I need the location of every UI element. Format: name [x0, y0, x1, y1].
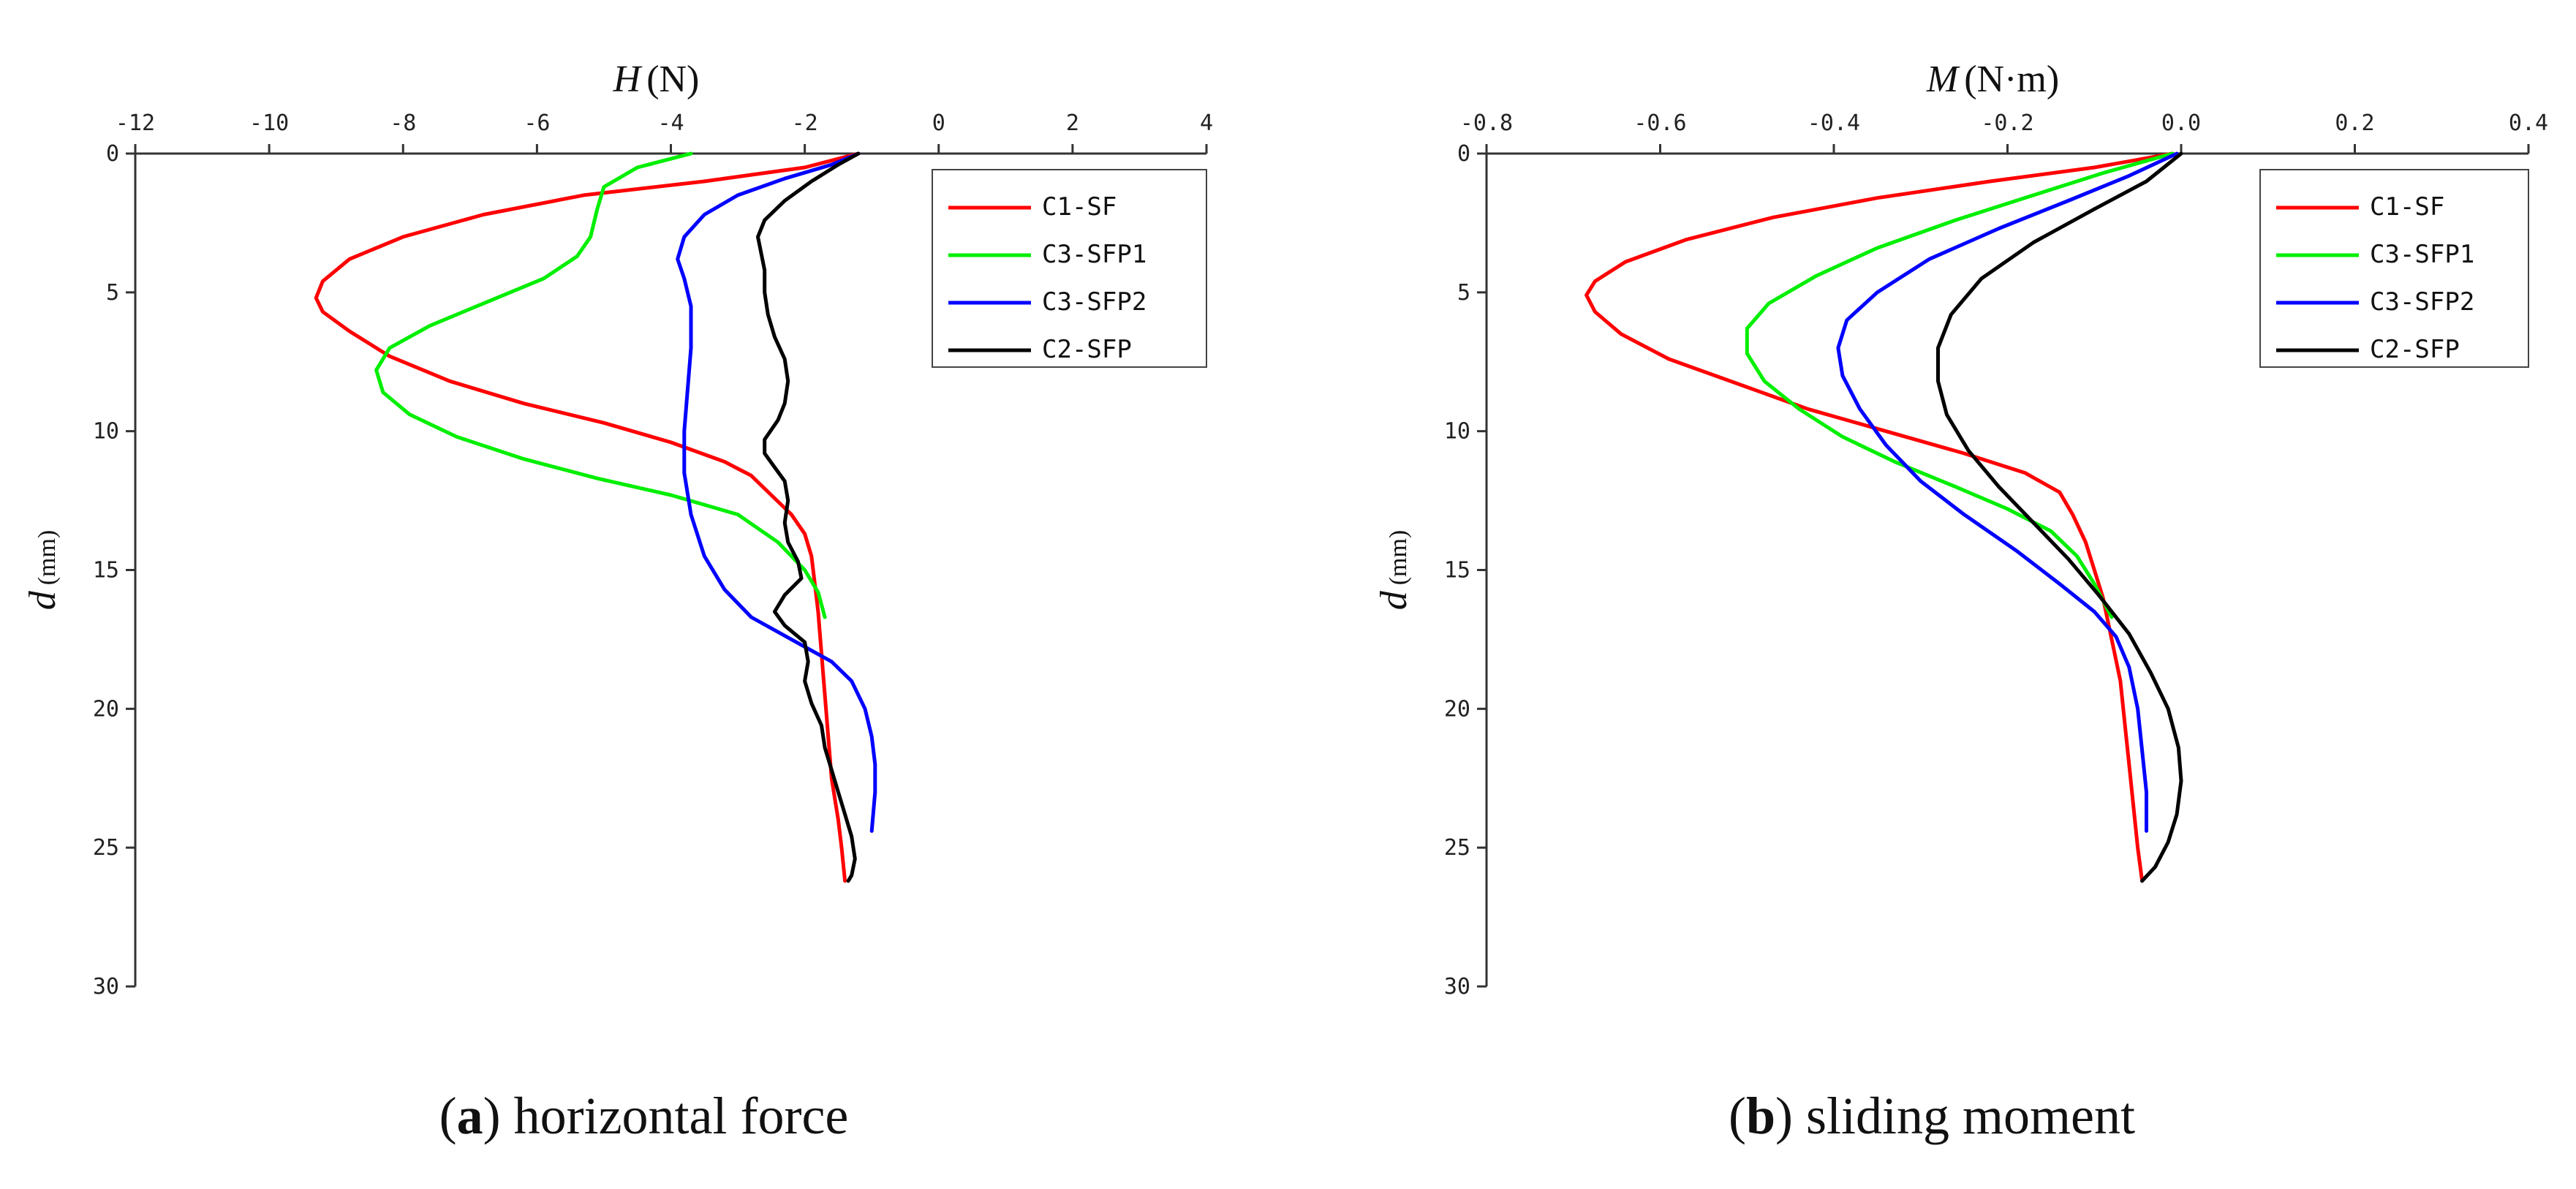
- x-tick-label: -4: [657, 110, 684, 136]
- y-tick-label: 20: [1444, 696, 1470, 722]
- x-tick-label: -0.6: [1633, 110, 1686, 136]
- legend-label: C2-SFP: [1042, 335, 1132, 364]
- legend: C1-SF C3-SFP1 C3-SFP2 C2-SFP: [2259, 169, 2529, 368]
- series-line-c1-sf: [1584, 151, 2175, 883]
- x-axis-variable: M: [1926, 58, 1960, 100]
- y-tick-label: 15: [1444, 558, 1470, 584]
- legend-label: C1-SF: [1042, 192, 1117, 222]
- x-axis-variable: H: [613, 58, 643, 100]
- caption-b-letter: b: [1745, 1087, 1776, 1145]
- legend-box: [932, 169, 1207, 368]
- y-axis-variable: d: [1373, 590, 1415, 610]
- y-axis-variable: d: [22, 590, 64, 610]
- x-tick-label: -8: [390, 110, 416, 136]
- x-tick-label: 2: [1066, 110, 1079, 136]
- y-tick-label: 0: [1457, 141, 1470, 167]
- y-tick-label: 30: [1444, 974, 1470, 1000]
- x-axis-title: H (N): [613, 58, 700, 100]
- y-tick-label: 10: [93, 419, 119, 445]
- series-line-c2-sfp: [1936, 151, 2183, 883]
- chart-panel-b: -0.8 -0.6 -0.4 -0.2 0.0 0.2 0.4 0 5 10 15 20 25 30 M (N…: [1288, 0, 2576, 1189]
- series-line-c2-sfp: [756, 151, 861, 883]
- x-tick-label: 0.2: [2335, 110, 2374, 136]
- x-tick-label: -0.4: [1808, 110, 1860, 136]
- legend-label: C2-SFP: [2370, 335, 2460, 364]
- caption-a-text: horizontal force: [513, 1087, 849, 1145]
- x-tick-label: 0.0: [2161, 110, 2201, 136]
- x-tick-label: 4: [1200, 110, 1213, 136]
- y-tick-label: 10: [1444, 419, 1470, 445]
- y-axis-unit: (mm): [1385, 530, 1412, 586]
- caption-a: (a) horizontal force: [439, 1087, 849, 1145]
- y-tick-label: 15: [93, 558, 119, 584]
- legend-box: [2259, 169, 2529, 368]
- series-line-c1-sf: [314, 151, 861, 883]
- series-line-c3-sfp2: [676, 151, 877, 833]
- caption-b: (b) sliding moment: [1728, 1087, 2135, 1145]
- x-tick-label: -0.8: [1460, 110, 1513, 136]
- x-tick-label: -12: [116, 110, 155, 136]
- x-axis-title: M (N·m): [1926, 58, 2059, 100]
- legend-label: C1-SF: [2370, 192, 2444, 222]
- series-line-c3-sfp1: [1745, 151, 2175, 619]
- chart-panel-a: -12 -10 -8 -6 -4 -2 0 2 4 0 5 10 15 20 25 30 H (N) d (mm) C1…: [22, 58, 1213, 1145]
- x-tick-label: -6: [524, 110, 550, 136]
- y-tick-label: 25: [93, 835, 119, 861]
- y-tick-label: 20: [93, 696, 119, 722]
- y-tick-label: 5: [1457, 280, 1470, 306]
- legend-label: C3-SFP2: [1042, 287, 1147, 317]
- x-tick-label: -2: [792, 110, 818, 136]
- legend-label: C3-SFP1: [1042, 240, 1147, 269]
- series-line-c3-sfp2: [1836, 151, 2179, 833]
- x-axis-unit: (N·m): [1964, 58, 2059, 100]
- y-tick-label: 30: [93, 974, 119, 1000]
- series-line-c3-sfp1: [374, 151, 827, 619]
- y-tick-label: 25: [1444, 835, 1470, 861]
- caption-b-text: sliding moment: [1806, 1087, 2135, 1145]
- x-axis-unit: (N): [646, 58, 699, 100]
- chart-svg-b: -0.8 -0.6 -0.4 -0.2 0.0 0.2 0.4 0 5 10 15 20 25 30 M (N…: [1373, 58, 2548, 1000]
- caption-a-letter: a: [456, 1087, 483, 1145]
- x-tick-label: 0.4: [2509, 110, 2548, 136]
- y-axis-title: d (mm): [1373, 530, 1415, 611]
- chart-svg-a: -12 -10 -8 -6 -4 -2 0 2 4 0 5 10 15 20 25 30 H (N) d (mm) C1…: [22, 58, 1213, 1000]
- legend: C1-SF C3-SFP1 C3-SFP2 C2-SFP: [932, 169, 1207, 368]
- y-tick-label: 0: [106, 141, 119, 167]
- y-tick-label: 5: [106, 280, 119, 306]
- x-tick-label: 0: [932, 110, 945, 136]
- x-tick-label: -0.2: [1981, 110, 2033, 136]
- legend-label: C3-SFP2: [2370, 287, 2474, 317]
- y-axis-title: d (mm): [22, 530, 64, 611]
- legend-label: C3-SFP1: [2370, 240, 2474, 269]
- y-axis-unit: (mm): [34, 530, 61, 586]
- x-tick-label: -10: [249, 110, 289, 136]
